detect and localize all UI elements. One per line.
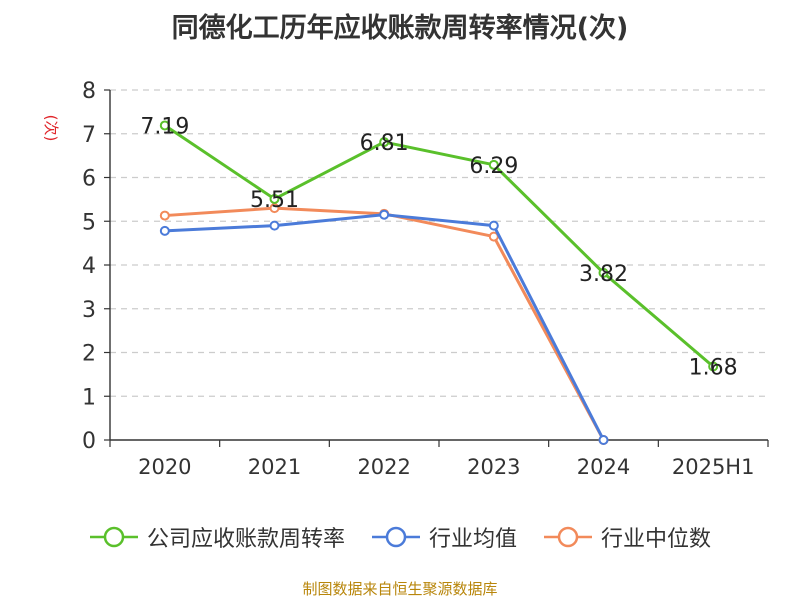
- legend-swatch: [89, 526, 138, 548]
- legend-swatch: [544, 526, 592, 548]
- data-label: 6.29: [469, 154, 518, 179]
- legend-marker: [103, 526, 125, 548]
- legend-label: 行业均值: [428, 527, 517, 552]
- data-labels: 7.19 5.51 6.81 6.29 3.82 1.68: [140, 114, 737, 380]
- y-tick-label: 6: [82, 167, 96, 192]
- legend-item: 公司应收账款周转率: [89, 521, 345, 553]
- y-tick-label: 4: [82, 254, 96, 279]
- y-tick-label: 5: [82, 210, 96, 235]
- data-point: [159, 120, 170, 131]
- data-label: 6.81: [360, 131, 409, 156]
- source-note: 制图数据来自恒生聚源数据库: [302, 580, 498, 598]
- data-point: [269, 220, 280, 231]
- legend-item: 行业中位数: [543, 521, 711, 553]
- x-tick-label: 2023: [467, 455, 520, 479]
- data-point: [598, 267, 609, 278]
- y-axis-label: (次): [42, 115, 60, 142]
- x-tick-label: 2022: [357, 455, 410, 479]
- data-point: [379, 137, 390, 148]
- data-point: [269, 193, 280, 204]
- legend-marker: [557, 526, 579, 548]
- x-tick-labels: 2020 2021 2022 2023 2024 2025H1: [138, 455, 754, 479]
- x-tick-label: 2025H1: [672, 455, 755, 479]
- data-point: [488, 220, 499, 231]
- data-point: [159, 210, 170, 221]
- data-point: [159, 225, 170, 236]
- y-tick-label: 0: [82, 429, 96, 454]
- legend-swatch: [371, 526, 420, 548]
- chart-title: 同德化工历年应收账款周转率情况(次): [171, 13, 629, 44]
- data-label: 5.51: [250, 188, 299, 213]
- y-tick-label: 8: [82, 79, 96, 104]
- legend: 公司应收账款周转率 行业均值 行业中位数: [0, 520, 800, 554]
- x-tick-label: 2021: [248, 455, 301, 479]
- grid-lines: [110, 89, 768, 397]
- y-tick-label: 7: [82, 123, 96, 148]
- data-point: [708, 361, 719, 372]
- data-point: [488, 159, 499, 170]
- axes: [104, 89, 769, 447]
- y-tick-label: 1: [82, 385, 96, 410]
- series-line: [164, 213, 605, 441]
- series-line: [163, 124, 715, 368]
- series-line: [164, 206, 605, 441]
- x-tick-label: 2024: [577, 455, 630, 479]
- data-label: 7.19: [140, 114, 189, 139]
- legend-label: 公司应收账款周转率: [146, 527, 345, 552]
- data-point: [379, 209, 390, 220]
- data-label: 3.82: [579, 262, 628, 287]
- y-tick-labels: 0 1 2 3 4 5 6 7 8: [82, 79, 96, 454]
- y-tick-label: 3: [82, 298, 96, 323]
- x-tick-label: 2020: [138, 455, 191, 479]
- data-point: [598, 435, 609, 445]
- series-lines: [159, 120, 719, 445]
- y-tick-label: 2: [82, 342, 96, 367]
- data-point: [269, 203, 280, 214]
- data-label: 1.68: [689, 356, 738, 381]
- legend-marker: [385, 526, 407, 548]
- legend-label: 行业中位数: [601, 527, 712, 552]
- legend-item: 行业均值: [371, 521, 517, 553]
